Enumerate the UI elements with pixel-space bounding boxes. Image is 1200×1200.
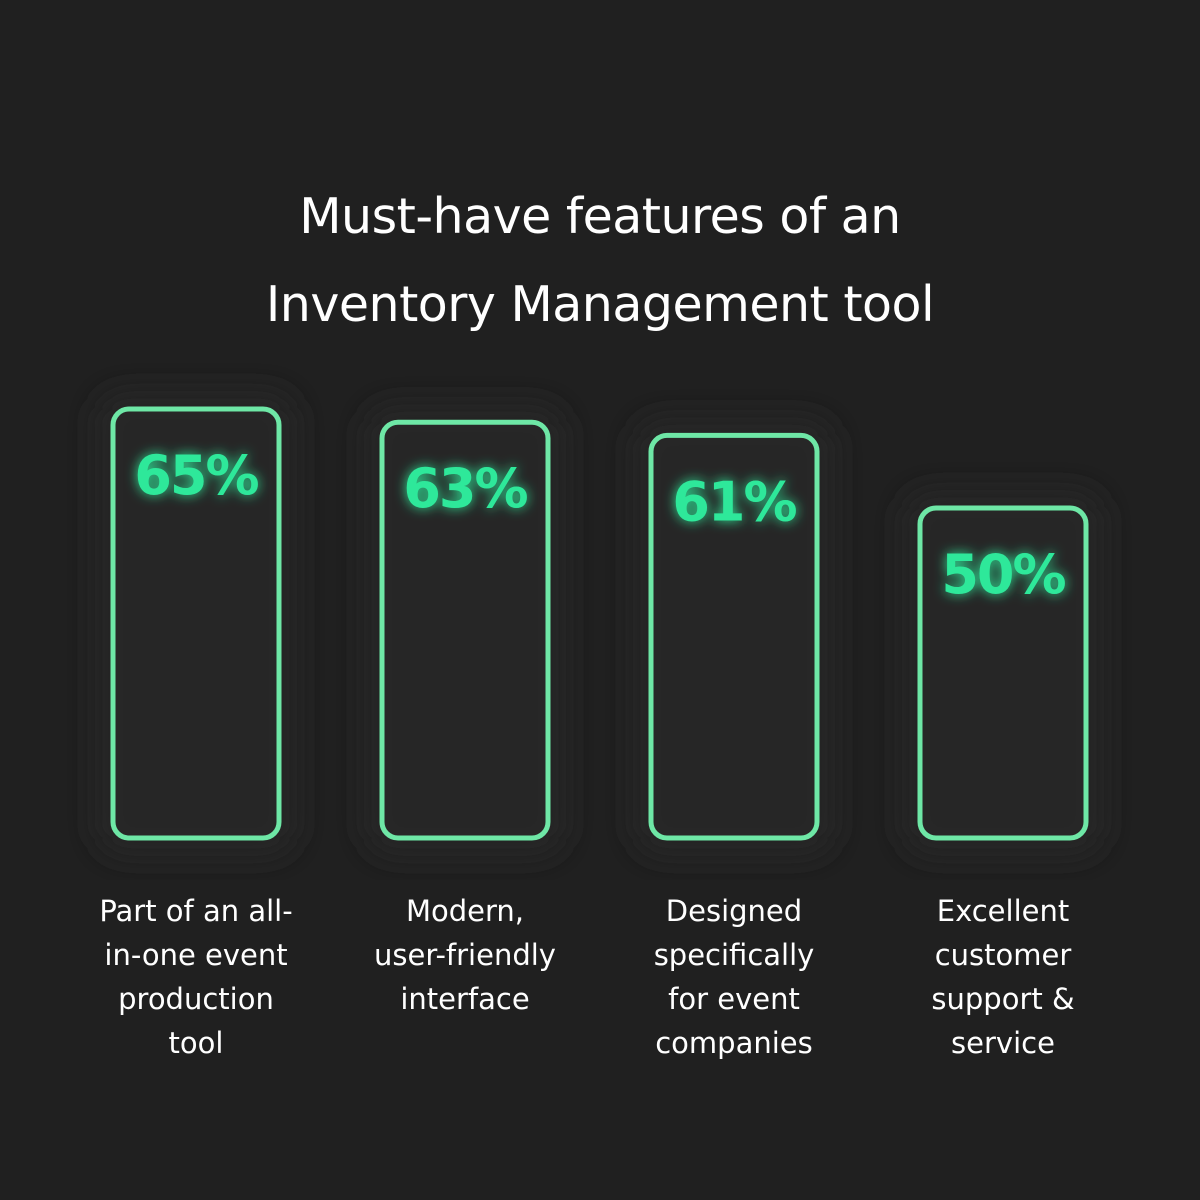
category-label-3-line-4: companies <box>655 1026 813 1060</box>
bar-value-label-4: 50% <box>941 543 1065 606</box>
category-label-1-line-1: Part of an all- <box>99 894 293 928</box>
category-label-2-line-3: interface <box>400 982 530 1016</box>
bar-glow-1 <box>95 391 297 856</box>
category-label-1: Part of an all-in-one event production too… <box>81 889 311 1065</box>
category-label-4: Excellent customer support & service <box>888 889 1118 1065</box>
bar-glow-2 <box>364 404 566 856</box>
category-label-3-line-1: Designed <box>665 894 803 928</box>
chart-title-line-2: Inventory Management tool <box>265 275 935 333</box>
category-label-3-line-3: for event <box>668 982 800 1016</box>
category-label-2-line-1: Modern, <box>405 894 525 928</box>
category-label-1-line-4: tool <box>168 1026 224 1060</box>
bar-1 <box>110 406 282 841</box>
bar-3 <box>648 432 820 841</box>
bar-glow-4 <box>902 490 1104 856</box>
chart-title: Must-have features of an Inventory Manag… <box>0 173 1200 349</box>
category-label-1-line-3: production <box>118 982 274 1016</box>
category-label-3-line-2: specifically <box>653 938 815 972</box>
category-label-2-line-2: user-friendly <box>374 938 556 972</box>
category-label-4-line-4: service <box>951 1026 1055 1060</box>
bar-2 <box>379 419 551 841</box>
bar-chart: 65% 63% 61% 50% <box>95 391 1104 856</box>
bar-value-label-2: 63% <box>403 457 527 520</box>
bar-value-label-1: 65% <box>134 444 258 507</box>
bar-glow-3 <box>633 417 835 856</box>
category-label-1-line-2: in-one event <box>104 938 288 972</box>
bars-layer: 65% 63% 61% 50% <box>95 391 1104 856</box>
category-label-4-line-1: Excellent <box>936 894 1070 928</box>
category-label-2: Modern, user-friendly interface <box>350 889 580 1021</box>
bar-value-label-3: 61% <box>672 470 796 533</box>
category-label-4-line-3: support & <box>931 982 1075 1016</box>
category-label-3: Designed specifically for event companies <box>619 889 849 1065</box>
chart-title-line-1: Must-have features of an <box>299 187 901 245</box>
bar-4 <box>917 505 1089 841</box>
category-label-4-line-2: customer <box>934 938 1072 972</box>
